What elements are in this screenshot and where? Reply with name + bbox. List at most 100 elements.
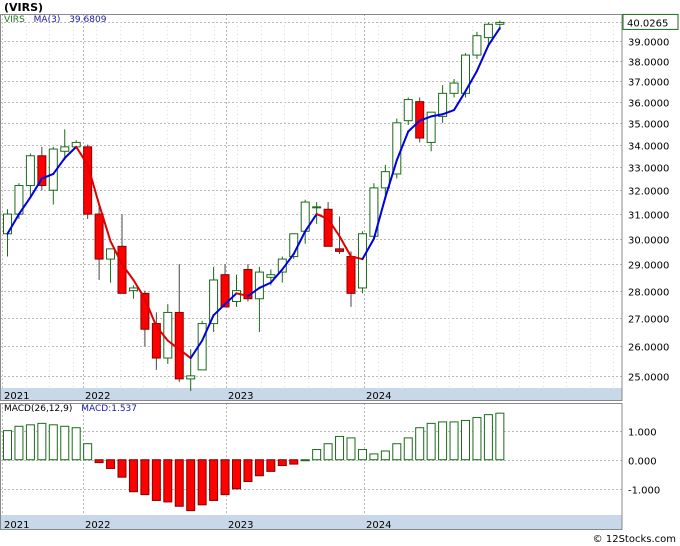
ma-segment <box>212 303 227 317</box>
macd-bar-positive <box>392 443 402 461</box>
candle-down <box>174 311 184 380</box>
price-y-tick-label: 30.0000 <box>628 236 669 247</box>
price-date-band: 2021 2022 2023 2024 <box>0 388 622 402</box>
ma-segment <box>121 263 135 281</box>
candle-up <box>163 311 173 359</box>
macd-bar-positive <box>346 437 356 461</box>
ma-segment <box>464 69 478 93</box>
candle-up <box>495 21 505 25</box>
price-x-tick-label: 2022 <box>85 391 110 402</box>
price-x-tick-label: 2023 <box>228 391 253 402</box>
candle-up <box>25 155 35 187</box>
macd-bar-positive <box>449 421 459 461</box>
price-y-axis: 40.000039.000038.000037.000036.000035.00… <box>622 13 679 384</box>
macd-bar-positive <box>495 412 505 461</box>
macd-bar-positive <box>357 449 367 461</box>
macd-bar-negative <box>209 459 219 501</box>
macd-bar-negative <box>163 459 173 503</box>
ma-segment <box>304 213 318 233</box>
candle-up <box>449 82 459 94</box>
ma-segment <box>166 339 181 351</box>
macd-bar-negative <box>289 459 299 465</box>
macd-bar-negative <box>117 459 127 478</box>
macd-bar-negative <box>140 459 150 496</box>
panel-frames <box>0 14 623 530</box>
price-y-tick-label: 38.0000 <box>628 58 669 69</box>
macd-bar-positive <box>71 427 81 461</box>
price-y-tick-label: 35.0000 <box>628 120 669 131</box>
ma-segment <box>407 119 421 133</box>
macd-bar-positive <box>60 425 70 461</box>
ma-segment <box>109 240 123 266</box>
candle-down <box>37 155 47 187</box>
candle-down <box>140 292 150 330</box>
macd-bars <box>3 412 505 512</box>
ma-segment <box>98 203 112 243</box>
macd-bar-positive <box>48 424 58 461</box>
candle-down <box>243 268 253 300</box>
moving-average-line <box>6 27 501 360</box>
macd-bar-positive <box>461 419 470 461</box>
price-x-tick-label: 2024 <box>366 391 391 402</box>
ma-segment <box>430 113 444 118</box>
price-y-tick-label: 28.0000 <box>628 288 669 299</box>
price-y-tick-label: 27.0000 <box>628 315 669 326</box>
price-tag-label: 40.0265 <box>627 18 668 29</box>
ma-segment <box>475 44 490 72</box>
ma-segment <box>384 159 398 199</box>
candle-up <box>438 92 448 117</box>
candle-up <box>403 99 413 122</box>
macd-x-tick-label: 2022 <box>85 520 110 531</box>
candle-up <box>209 279 219 325</box>
price-y-tick-label: 29.0000 <box>628 261 669 272</box>
macd-bar-positive <box>37 422 47 461</box>
ma-segment <box>487 27 501 47</box>
price-panel-frame <box>0 14 623 401</box>
macd-bar-negative <box>186 459 196 512</box>
macd-bar-positive <box>369 453 379 461</box>
macd-bar-positive <box>312 449 322 461</box>
macd-bar-positive <box>25 424 35 461</box>
macd-bar-positive <box>403 437 413 461</box>
candle-up <box>197 323 207 371</box>
candle-up <box>186 375 196 380</box>
macd-bar-positive <box>472 417 482 461</box>
ma-segment <box>372 196 387 240</box>
ma-segment <box>132 278 146 300</box>
candle-up <box>266 274 276 278</box>
ma-segment <box>453 90 467 112</box>
macd-bar-negative <box>254 459 264 477</box>
price-y-tick-label: 31.0000 <box>628 211 669 222</box>
candle-up <box>254 271 264 300</box>
ma-segment <box>338 235 352 258</box>
ma-segment <box>258 281 272 289</box>
credit-text: © 12Stocks.com <box>592 534 676 545</box>
price-y-tick-label: 33.0000 <box>628 164 669 175</box>
macd-bar-negative <box>174 459 184 507</box>
candle-up <box>483 23 493 39</box>
macd-bar-positive <box>426 422 436 461</box>
macd-bar-negative <box>197 459 207 506</box>
ma-segment <box>63 145 78 160</box>
ma-segment <box>155 325 169 342</box>
ma-segment <box>418 115 433 122</box>
macd-bar-negative <box>220 459 230 496</box>
ma-segment <box>235 292 249 298</box>
ma-segment <box>40 172 55 180</box>
ma-segment <box>350 255 364 261</box>
price-date-band-bg <box>0 388 622 401</box>
candle-down <box>151 323 161 359</box>
ma-segment <box>6 213 20 235</box>
candle-down <box>220 274 230 308</box>
candle-up <box>312 206 322 209</box>
candle-down <box>323 208 333 247</box>
macd-bar-positive <box>415 427 425 461</box>
price-y-tick-label: 37.0000 <box>628 78 669 89</box>
macd-bar-negative <box>277 459 287 467</box>
chart-title: (VIRS) <box>4 1 44 14</box>
price-y-tick-label: 39.0000 <box>628 38 669 49</box>
macd-y-tick-label: 1.000 <box>628 428 657 439</box>
ma-segment <box>178 348 192 360</box>
macd-legend-label: MACD(26,12,9) <box>4 404 73 414</box>
legend-ma-label: MA(3) <box>33 15 61 25</box>
